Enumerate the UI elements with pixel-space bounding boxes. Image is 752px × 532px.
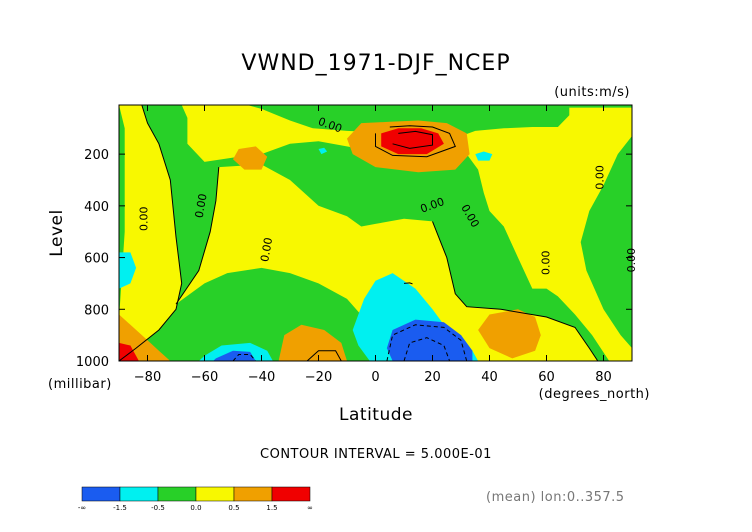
contour-label: 0.00 bbox=[258, 237, 275, 263]
contour-label: 0.00 bbox=[540, 250, 553, 275]
contour-line bbox=[392, 130, 433, 149]
contour-region-yellow bbox=[176, 164, 598, 361]
contour-region-red bbox=[381, 128, 444, 155]
mean-lon-label: (mean) lon:0..357.5 bbox=[486, 490, 625, 505]
contour-region-orange bbox=[478, 309, 541, 359]
colorbar-swatch bbox=[271, 486, 311, 502]
colorbar-swatch bbox=[81, 486, 121, 502]
colorbar-tick-label: 1.5 bbox=[266, 504, 277, 512]
colorbar-tick-label: 0.5 bbox=[228, 504, 239, 512]
y-tick-label: 600 bbox=[84, 252, 109, 267]
x-axis-label: Latitude bbox=[339, 405, 413, 425]
contour-label: 0.00 bbox=[138, 207, 151, 232]
x-tick-label: −20 bbox=[305, 370, 332, 385]
contour-fill-layer bbox=[119, 105, 632, 361]
contour-region-red bbox=[119, 342, 139, 361]
colorbar-tick-label: -1.5 bbox=[113, 504, 127, 512]
colorbar: -∞ -1.5 -0.5 0.0 0.5 1.5 ∞ bbox=[78, 486, 313, 512]
contour-line bbox=[119, 105, 183, 361]
y-tick-label: 800 bbox=[84, 303, 109, 318]
x-tick-label: −80 bbox=[134, 370, 161, 385]
contour-region-orange bbox=[278, 324, 347, 361]
contour-region-yellow bbox=[119, 105, 182, 361]
x-tick-label: 0 bbox=[371, 370, 379, 385]
contour-label-layer: 0.00 0.000.000.000.00 0.000.000.000.00 bbox=[138, 115, 638, 275]
colorbar-swatch bbox=[195, 486, 235, 502]
contour-line bbox=[232, 354, 257, 361]
y-tick-label: 200 bbox=[84, 148, 109, 163]
contour-interval-label: CONTOUR INTERVAL = 5.000E-01 bbox=[260, 447, 492, 462]
contour-label: 0.00 bbox=[193, 193, 210, 219]
x-tick-label: 60 bbox=[538, 370, 555, 385]
contour-line bbox=[375, 125, 456, 158]
x-tick-label: 20 bbox=[424, 370, 441, 385]
x-tick-label: 80 bbox=[595, 370, 612, 385]
contour-region-blue bbox=[213, 350, 256, 361]
contour-line bbox=[403, 282, 413, 285]
contour-label: 0.00 bbox=[594, 165, 607, 190]
colorbar-tick-label: ∞ bbox=[307, 504, 313, 512]
colorbar-swatch bbox=[157, 486, 197, 502]
contour-line bbox=[432, 221, 599, 361]
x-tick-label: −60 bbox=[191, 370, 218, 385]
colorbar-swatch bbox=[119, 486, 159, 502]
x-axis-units: (degrees_north) bbox=[539, 387, 650, 402]
x-axis-ticks: −80 −60 −40 −20 0 20 40 60 80 bbox=[134, 105, 612, 385]
contour-region-yellow bbox=[181, 105, 632, 361]
chart-title: VWND_1971-DJF_NCEP bbox=[241, 51, 510, 76]
contour-region-cyan bbox=[119, 252, 137, 289]
contour-region-blue bbox=[386, 319, 473, 361]
contour-region-orange bbox=[233, 146, 268, 170]
units-label: (units:m/s) bbox=[554, 85, 630, 100]
y-tick-label: 1000 bbox=[76, 355, 109, 370]
contour-line bbox=[386, 324, 468, 361]
y-axis-label: Level bbox=[47, 209, 67, 256]
contour-line bbox=[403, 337, 451, 361]
contour-line bbox=[306, 350, 342, 361]
colorbar-tick-label: 0.0 bbox=[190, 504, 201, 512]
colorbar-tick-label: -0.5 bbox=[151, 504, 165, 512]
contour-line bbox=[175, 167, 220, 305]
contour-region-cyan bbox=[318, 147, 328, 155]
x-tick-label: −40 bbox=[248, 370, 275, 385]
contour-region-cyan bbox=[475, 151, 493, 161]
y-axis-ticks: 200 400 600 800 1000 bbox=[76, 148, 632, 370]
colorbar-swatch bbox=[233, 486, 273, 502]
colorbar-tick-label: -∞ bbox=[78, 504, 86, 512]
y-axis-units: (millibar) bbox=[48, 377, 112, 392]
y-tick-label: 400 bbox=[84, 200, 109, 215]
contour-line-layer bbox=[119, 105, 599, 361]
x-tick-label: 40 bbox=[481, 370, 498, 385]
